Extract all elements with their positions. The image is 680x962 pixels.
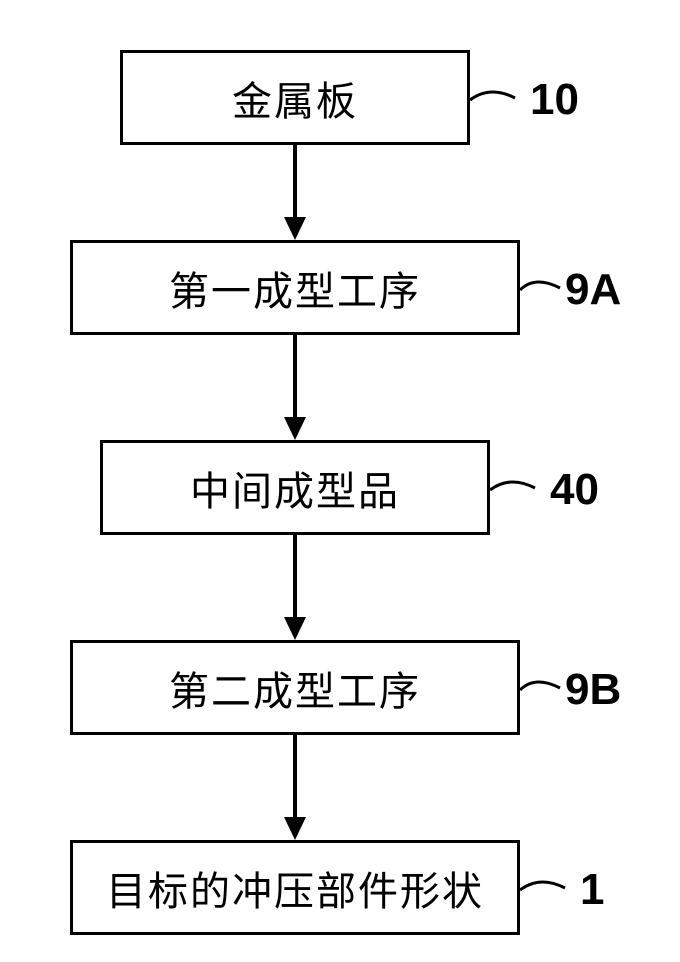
label-connector [520,670,570,710]
flow-node-label: 金属板 [232,69,358,127]
flow-node-label: 目标的冲压部件形状 [106,859,484,917]
ref-label-9b: 9B [565,665,621,715]
flow-node-label: 第一成型工序 [169,259,421,317]
ref-label-9a: 9A [565,265,621,315]
flow-node-second-forming: 第二成型工序 [70,640,520,735]
flow-node-metal-plate: 金属板 [120,50,470,145]
flow-arrow [280,145,310,240]
label-connector [520,870,580,910]
flow-node-label: 第二成型工序 [169,659,421,717]
ref-label-10: 10 [530,75,579,125]
flow-arrow [280,335,310,440]
flow-arrow [280,535,310,640]
ref-label-40: 40 [550,465,599,515]
flow-node-label: 中间成型品 [190,459,400,517]
label-connector [490,470,550,510]
flow-node-first-forming: 第一成型工序 [70,240,520,335]
flow-node-target-shape: 目标的冲压部件形状 [70,840,520,935]
label-connector [520,270,570,310]
ref-label-1: 1 [580,865,604,915]
label-connector [470,80,530,120]
flow-node-intermediate: 中间成型品 [100,440,490,535]
flow-arrow [280,735,310,840]
